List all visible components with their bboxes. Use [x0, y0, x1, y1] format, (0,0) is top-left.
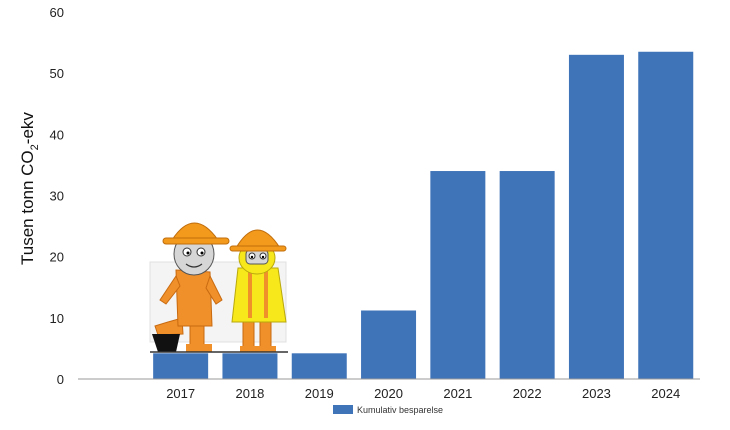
y-tick-label: 50 — [50, 66, 64, 81]
x-tick-label: 2022 — [513, 386, 542, 401]
y-axis-ticks: 0 10 20 30 40 50 60 — [50, 5, 64, 387]
legend-label: Kumulativ besparelse — [357, 405, 443, 415]
y-tick-label: 30 — [50, 189, 64, 204]
bar-2021 — [430, 171, 486, 379]
two-cartoon-workers-icon — [149, 222, 288, 353]
worker-yellow-icon — [229, 229, 287, 352]
y-axis-label: Tusen tonn CO2-ekv — [18, 112, 41, 265]
bar-2022 — [499, 171, 555, 379]
bar-2020 — [361, 310, 417, 379]
bar-2017 — [153, 353, 209, 379]
y-tick-label: 60 — [50, 5, 64, 20]
y-axis-label-suffix: -ekv — [18, 112, 37, 145]
bars-group — [153, 51, 694, 380]
bar-2019 — [291, 353, 347, 379]
y-tick-label: 20 — [50, 250, 64, 265]
x-tick-label: 2020 — [374, 386, 403, 401]
x-tick-label: 2019 — [305, 386, 334, 401]
x-axis-ticks: 2017 2018 2019 2020 2021 2022 2023 2024 — [166, 386, 680, 401]
x-tick-label: 2018 — [235, 386, 264, 401]
y-tick-label: 0 — [57, 372, 64, 387]
bar-2023 — [568, 54, 624, 380]
y-axis-label-main: Tusen tonn CO — [18, 150, 37, 265]
bar-2018 — [222, 353, 278, 379]
y-axis-label-sub: 2 — [29, 144, 41, 150]
legend: Kumulativ besparelse — [333, 405, 443, 415]
x-tick-label: 2017 — [166, 386, 195, 401]
worker-orange-icon — [152, 222, 230, 352]
x-tick-label: 2023 — [582, 386, 611, 401]
legend-swatch — [333, 405, 353, 414]
y-tick-label: 10 — [50, 311, 64, 326]
bar-2024 — [638, 51, 694, 380]
x-tick-label: 2021 — [443, 386, 472, 401]
x-tick-label: 2024 — [651, 386, 680, 401]
y-tick-label: 40 — [50, 127, 64, 142]
